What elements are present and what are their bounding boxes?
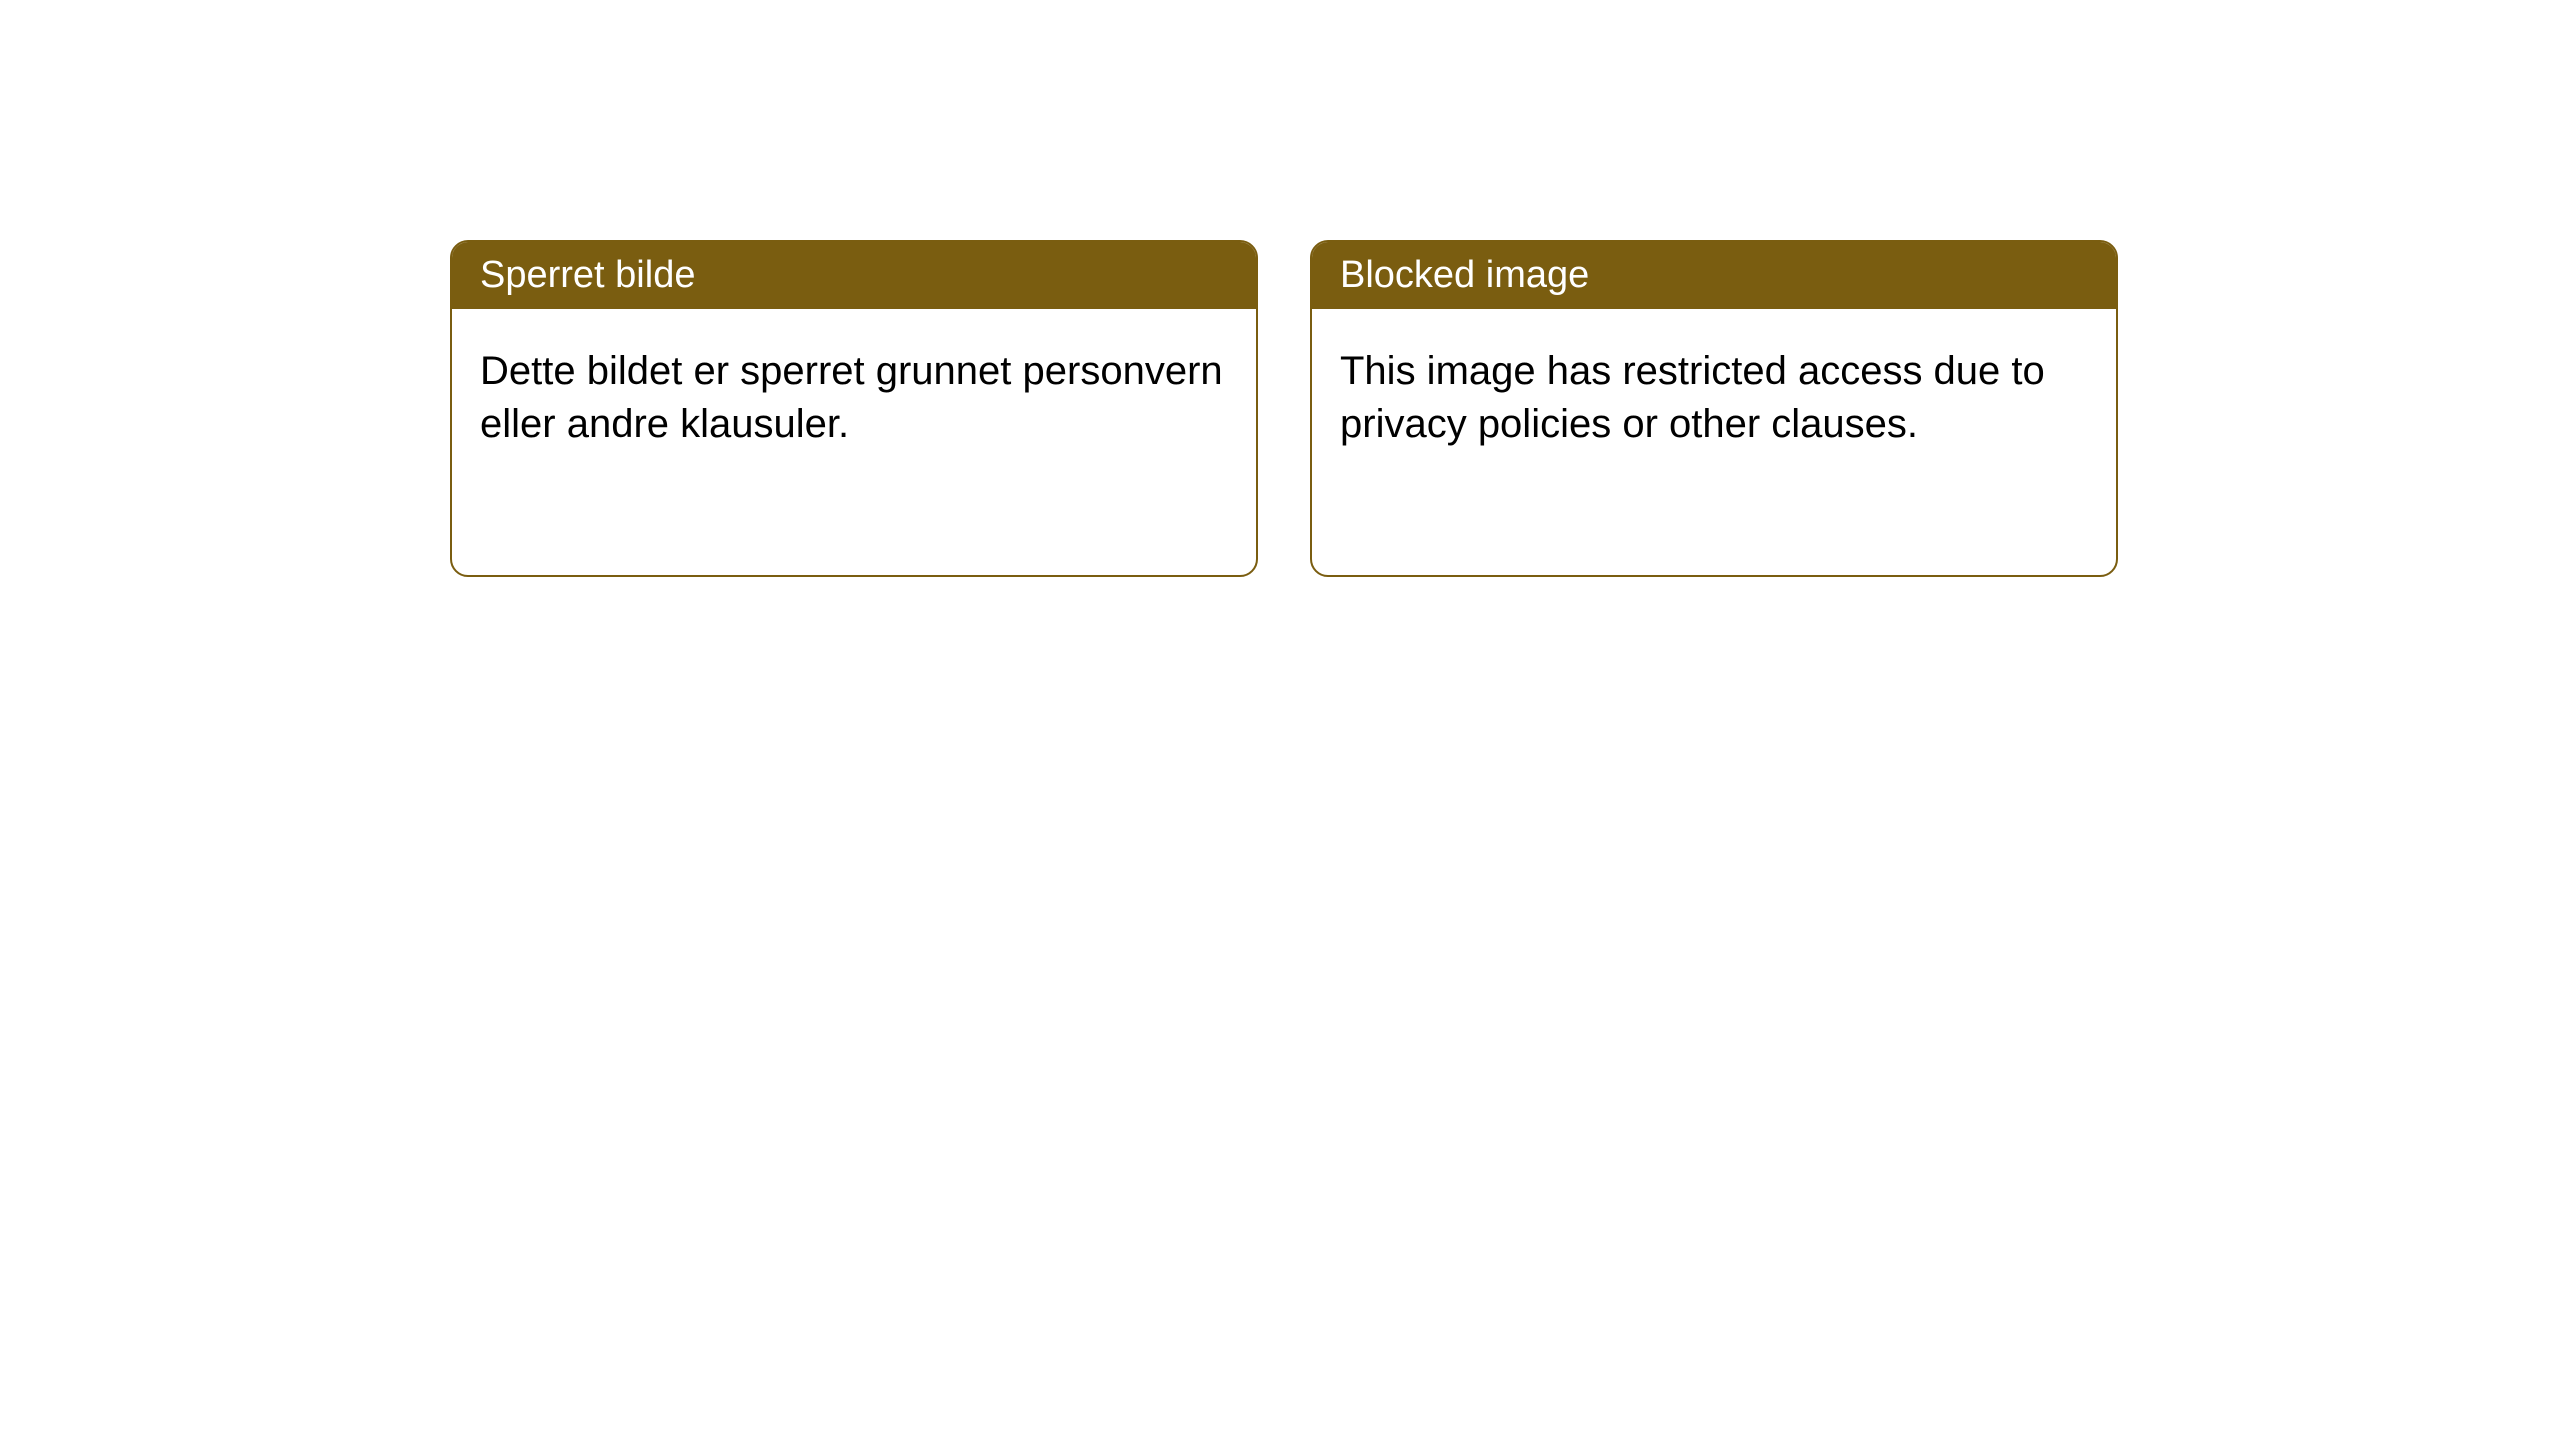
notice-card-norwegian: Sperret bilde Dette bildet er sperret gr… (450, 240, 1258, 577)
card-body: This image has restricted access due to … (1312, 309, 2116, 487)
card-title: Sperret bilde (480, 254, 695, 296)
card-body: Dette bildet er sperret grunnet personve… (452, 309, 1256, 487)
card-header: Blocked image (1312, 242, 2116, 309)
card-header: Sperret bilde (452, 242, 1256, 309)
notice-card-english: Blocked image This image has restricted … (1310, 240, 2118, 577)
notice-cards-container: Sperret bilde Dette bildet er sperret gr… (450, 240, 2118, 577)
card-title: Blocked image (1340, 254, 1589, 296)
card-body-text: This image has restricted access due to … (1340, 349, 2045, 446)
card-body-text: Dette bildet er sperret grunnet personve… (480, 349, 1223, 446)
